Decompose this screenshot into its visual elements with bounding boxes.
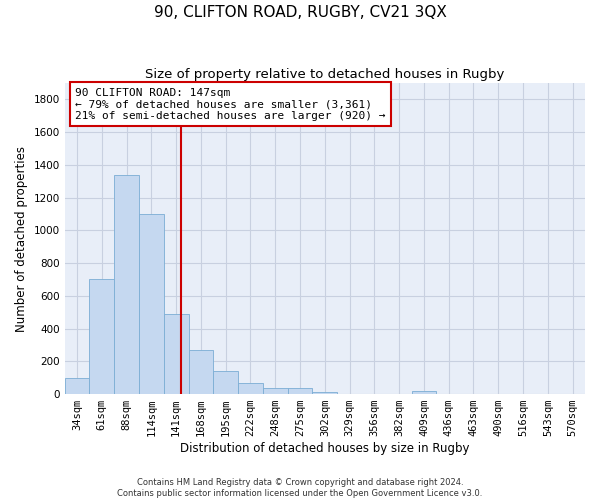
Bar (214, 371, 238, 394)
Bar (287, 388, 313, 394)
Text: Contains HM Land Registry data © Crown copyright and database right 2024.
Contai: Contains HM Land Registry data © Crown c… (118, 478, 482, 498)
Bar (238, 382, 263, 394)
Bar (313, 392, 337, 394)
Bar (412, 391, 436, 394)
Bar (188, 350, 214, 394)
Title: Size of property relative to detached houses in Rugby: Size of property relative to detached ho… (145, 68, 505, 80)
Bar (65, 378, 89, 394)
Bar (263, 388, 287, 394)
Bar (164, 314, 188, 394)
Text: 90, CLIFTON ROAD, RUGBY, CV21 3QX: 90, CLIFTON ROAD, RUGBY, CV21 3QX (154, 5, 446, 20)
Text: 90 CLIFTON ROAD: 147sqm
← 79% of detached houses are smaller (3,361)
21% of semi: 90 CLIFTON ROAD: 147sqm ← 79% of detache… (75, 88, 386, 121)
Bar (139, 214, 164, 394)
Bar (89, 280, 114, 394)
X-axis label: Distribution of detached houses by size in Rugby: Distribution of detached houses by size … (180, 442, 470, 455)
Bar (114, 174, 139, 394)
Y-axis label: Number of detached properties: Number of detached properties (15, 146, 28, 332)
